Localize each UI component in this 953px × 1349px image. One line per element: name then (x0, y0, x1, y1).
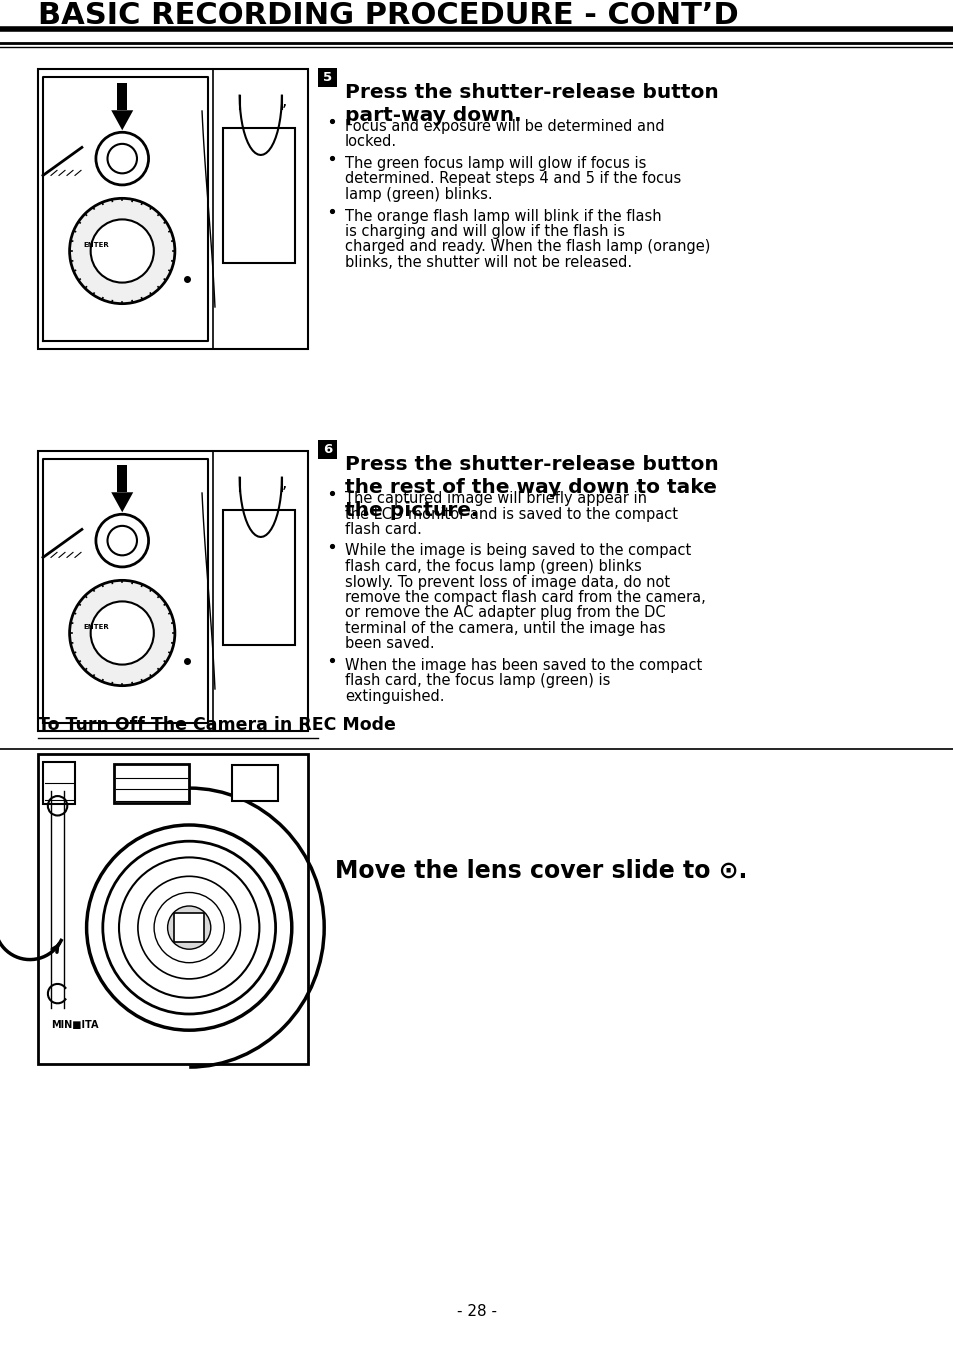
Text: or remove the AC adapter plug from the DC: or remove the AC adapter plug from the D… (345, 606, 665, 621)
Text: Focus and exposure will be determined and: Focus and exposure will be determined an… (345, 119, 664, 134)
Text: The captured image will briefly appear in: The captured image will briefly appear i… (345, 491, 646, 506)
Circle shape (108, 144, 137, 173)
Text: ,: , (281, 92, 287, 111)
Polygon shape (112, 492, 133, 513)
Text: blinks, the shutter will not be released.: blinks, the shutter will not be released… (345, 255, 632, 270)
Text: The orange flash lamp will blink if the flash: The orange flash lamp will blink if the … (345, 209, 661, 224)
Bar (43, 762, 75, 804)
Text: To Turn Off The Camera in REC Mode: To Turn Off The Camera in REC Mode (38, 716, 395, 734)
Text: The green focus lamp will glow if focus is: The green focus lamp will glow if focus … (345, 156, 646, 171)
Bar (38, 69, 308, 349)
Circle shape (108, 526, 137, 556)
Text: locked.: locked. (345, 135, 396, 150)
Bar (317, 67, 336, 86)
Text: - 28 -: - 28 - (456, 1304, 497, 1319)
Text: the rest of the way down to take: the rest of the way down to take (345, 478, 716, 496)
Text: lamp (green) blinks.: lamp (green) blinks. (345, 188, 492, 202)
Text: the LCD monitor and is saved to the compact: the LCD monitor and is saved to the comp… (345, 506, 678, 522)
Text: flash card, the focus lamp (green) is: flash card, the focus lamp (green) is (345, 673, 610, 688)
Circle shape (70, 198, 174, 304)
Circle shape (91, 220, 153, 282)
Text: terminal of the camera, until the image has: terminal of the camera, until the image … (345, 621, 665, 635)
Bar (38, 754, 308, 1064)
Text: remove the compact flash card from the camera,: remove the compact flash card from the c… (345, 590, 705, 604)
Bar (113, 765, 189, 804)
Text: part-way down.: part-way down. (345, 107, 521, 125)
Polygon shape (117, 465, 127, 492)
Text: the picture.: the picture. (345, 500, 478, 519)
Circle shape (70, 580, 174, 685)
Text: MIN■ITA: MIN■ITA (51, 1020, 99, 1029)
Bar (174, 913, 204, 943)
Text: determined. Repeat steps 4 and 5 if the focus: determined. Repeat steps 4 and 5 if the … (345, 171, 680, 186)
Text: Press the shutter-release button: Press the shutter-release button (345, 84, 718, 103)
Bar (222, 510, 294, 645)
Bar (317, 440, 336, 459)
Circle shape (91, 602, 153, 665)
Text: ENTER: ENTER (83, 241, 109, 248)
Text: flash card.: flash card. (345, 522, 421, 537)
Text: ENTER: ENTER (83, 623, 109, 630)
Text: While the image is being saved to the compact: While the image is being saved to the co… (345, 544, 691, 558)
Bar (38, 451, 308, 731)
Text: When the image has been saved to the compact: When the image has been saved to the com… (345, 658, 701, 673)
Text: Press the shutter-release button: Press the shutter-release button (345, 455, 718, 473)
Polygon shape (117, 84, 127, 111)
Circle shape (168, 907, 211, 950)
Text: flash card, the focus lamp (green) blinks: flash card, the focus lamp (green) blink… (345, 558, 641, 575)
Polygon shape (112, 111, 133, 131)
Text: Move the lens cover slide to ⊙.: Move the lens cover slide to ⊙. (335, 859, 746, 884)
Bar (233, 765, 278, 801)
Text: BASIC RECORDING PROCEDURE - CONT’D: BASIC RECORDING PROCEDURE - CONT’D (38, 1, 738, 31)
Bar (222, 128, 294, 263)
Text: extinguished.: extinguished. (345, 689, 444, 704)
Text: slowly. To prevent loss of image data, do not: slowly. To prevent loss of image data, d… (345, 575, 669, 590)
Text: charged and ready. When the flash lamp (orange): charged and ready. When the flash lamp (… (345, 240, 710, 255)
Text: 6: 6 (322, 442, 332, 456)
Text: is charging and will glow if the flash is: is charging and will glow if the flash i… (345, 224, 624, 239)
Text: 5: 5 (323, 71, 332, 84)
Text: been saved.: been saved. (345, 637, 435, 652)
Text: ,: , (281, 475, 287, 492)
